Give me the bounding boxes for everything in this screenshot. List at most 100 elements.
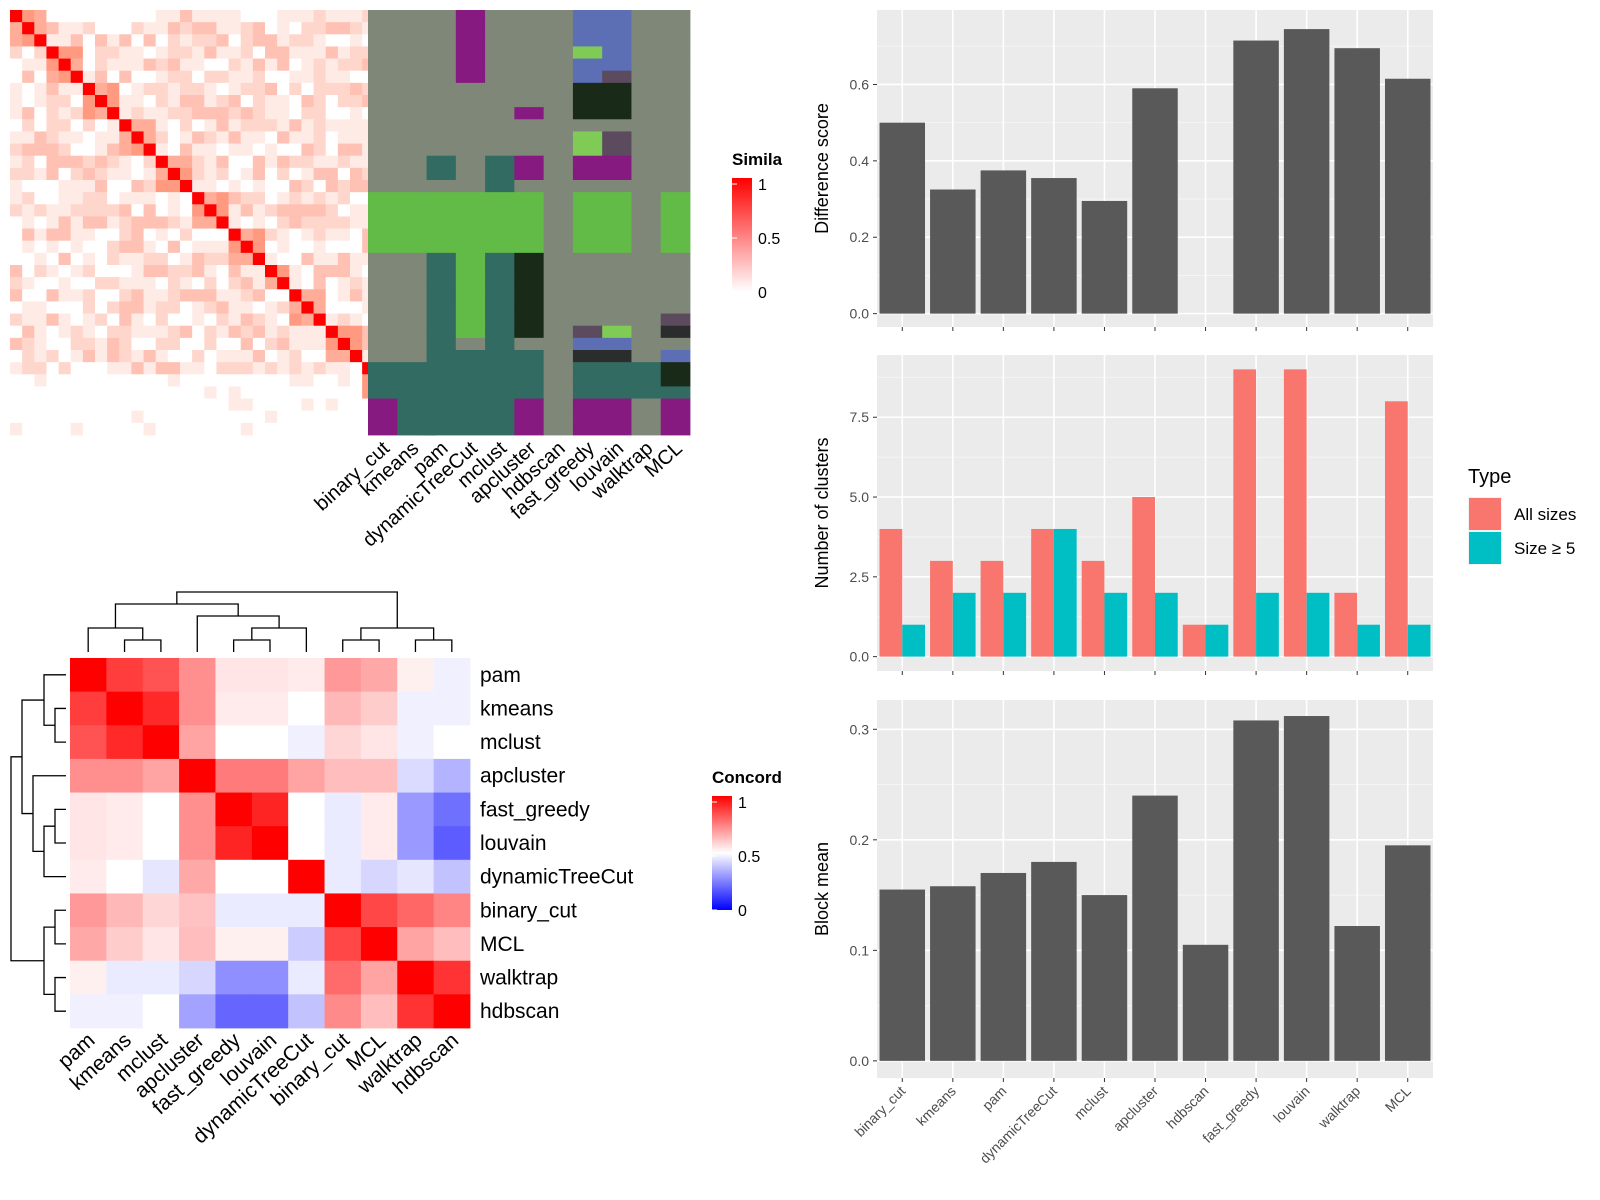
similarity-cell xyxy=(143,131,157,144)
cluster-cell xyxy=(572,301,603,314)
concordance-cell xyxy=(179,792,216,827)
x-tick-label: mclust xyxy=(1071,1083,1111,1123)
similarity-cell xyxy=(325,131,339,144)
similarity-cell xyxy=(119,167,132,181)
similarity-cell xyxy=(58,95,72,108)
similarity-cell xyxy=(46,70,59,84)
cluster-cell xyxy=(631,131,662,144)
column-dendrogram-link xyxy=(232,639,271,652)
cluster-cell xyxy=(397,192,427,205)
cluster-cell xyxy=(485,228,515,242)
cluster-cell xyxy=(397,46,427,59)
similarity-cell xyxy=(82,277,96,290)
similarity-cell xyxy=(216,119,229,132)
similarity-cell xyxy=(313,34,327,47)
cluster-cell xyxy=(368,289,398,302)
cluster-cell xyxy=(631,362,662,375)
similarity-cell xyxy=(337,410,351,424)
similarity-cell xyxy=(34,95,47,108)
concordance-cell xyxy=(215,826,253,861)
similarity-cell xyxy=(325,410,339,424)
similarity-cell xyxy=(10,167,23,181)
concordance-cell xyxy=(251,994,289,1029)
similarity-cell xyxy=(252,46,266,59)
similarity-cell xyxy=(22,70,35,84)
concordance-cell xyxy=(106,725,144,760)
similarity-cell xyxy=(277,252,290,266)
cluster-cell xyxy=(455,362,486,375)
similarity-cell xyxy=(252,119,266,132)
similarity-cell xyxy=(119,180,132,193)
concordance-cell xyxy=(70,691,107,726)
similarity-cell xyxy=(95,240,108,254)
x-tick-label: MCL xyxy=(1382,1083,1414,1115)
similarity-cell xyxy=(204,58,217,72)
cluster-cell xyxy=(543,350,574,363)
cluster-cell xyxy=(631,180,662,193)
cluster-cell xyxy=(543,386,574,399)
similarity-cell xyxy=(289,398,302,412)
similarity-cell xyxy=(216,398,229,412)
similarity-cell xyxy=(167,410,181,424)
similarity-cell xyxy=(22,410,35,424)
similarity-cell xyxy=(216,34,229,47)
similarity-cell xyxy=(95,216,108,229)
similarity-cell xyxy=(70,301,84,314)
similarity-cell xyxy=(301,34,314,47)
similarity-cell xyxy=(70,337,84,351)
similarity-cell xyxy=(228,95,242,108)
similarity-cell xyxy=(46,252,59,266)
similarity-cell xyxy=(143,410,157,424)
similarity-cell xyxy=(58,350,72,363)
concordance-cell xyxy=(397,994,435,1029)
cluster-cell xyxy=(572,398,603,412)
similarity-cell xyxy=(70,119,84,132)
similarity-cell xyxy=(70,70,84,84)
cluster-cell xyxy=(397,22,427,35)
similarity-cell xyxy=(58,362,72,375)
concordance-cell xyxy=(106,792,144,827)
similarity-cell xyxy=(155,180,169,193)
cluster-cell xyxy=(514,313,545,327)
cluster-cell xyxy=(602,204,632,217)
similarity-cell xyxy=(95,143,108,157)
bar xyxy=(1334,592,1358,657)
similarity-cell xyxy=(265,362,278,375)
cluster-cell xyxy=(426,204,457,217)
similarity-cell xyxy=(337,167,351,181)
similarity-cell xyxy=(350,350,363,363)
similarity-cell xyxy=(180,192,193,205)
similarity-cell xyxy=(82,265,96,278)
similarity-cell xyxy=(70,325,84,339)
similarity-cell xyxy=(337,180,351,193)
similarity-cell xyxy=(337,386,351,399)
similarity-cell xyxy=(289,350,302,363)
cluster-cell xyxy=(572,192,603,205)
cluster-cell xyxy=(368,337,398,351)
cluster-cell xyxy=(572,313,603,327)
similarity-cell xyxy=(240,34,254,47)
cluster-cell xyxy=(572,410,603,424)
similarity-cell xyxy=(301,374,314,387)
similarity-cell xyxy=(10,143,23,157)
similarity-cell xyxy=(143,265,157,278)
similarity-cell xyxy=(34,289,47,302)
cluster-cell xyxy=(368,46,398,59)
concordance-cell xyxy=(179,826,216,861)
similarity-cell xyxy=(82,252,96,266)
similarity-cell xyxy=(350,422,363,436)
similarity-cell xyxy=(240,252,254,266)
similarity-cell xyxy=(155,58,169,72)
similarity-cell xyxy=(216,95,229,108)
similarity-cell xyxy=(228,143,242,157)
similarity-cell xyxy=(240,362,254,375)
concordance-cell xyxy=(324,994,362,1029)
bar xyxy=(1053,528,1077,657)
cluster-cell xyxy=(397,95,427,108)
similarity-cell xyxy=(180,180,193,193)
similarity-cell xyxy=(119,10,132,23)
y-tick-label: 7.5 xyxy=(850,409,870,425)
similarity-cell xyxy=(167,240,181,254)
similarity-cell xyxy=(58,301,72,314)
cluster-cell xyxy=(543,82,574,96)
